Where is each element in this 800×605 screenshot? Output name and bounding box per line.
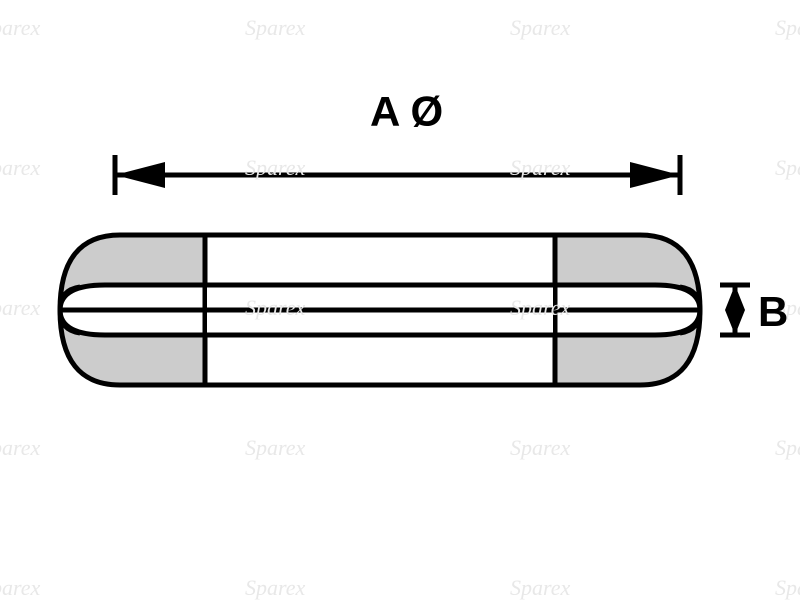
grommet-left-bottom-cap bbox=[60, 310, 205, 385]
grommet-left-top-cap bbox=[60, 235, 205, 310]
grommet-right-top-cap bbox=[555, 235, 700, 310]
technical-diagram: SparexSparexSparexSparexSparexSparexSpar… bbox=[0, 0, 800, 600]
dimension-a-label: A Ø bbox=[370, 88, 443, 136]
bore-white-top bbox=[207, 287, 553, 308]
dim-b-arrow-bottom bbox=[725, 310, 745, 335]
dim-a-arrow-left bbox=[115, 162, 165, 188]
dimension-b-label: B bbox=[758, 288, 788, 336]
bore-white-bottom bbox=[207, 312, 553, 333]
grommet-right-bottom-cap bbox=[555, 310, 700, 385]
dim-b-arrow-top bbox=[725, 285, 745, 310]
dim-a-arrow-right bbox=[630, 162, 680, 188]
